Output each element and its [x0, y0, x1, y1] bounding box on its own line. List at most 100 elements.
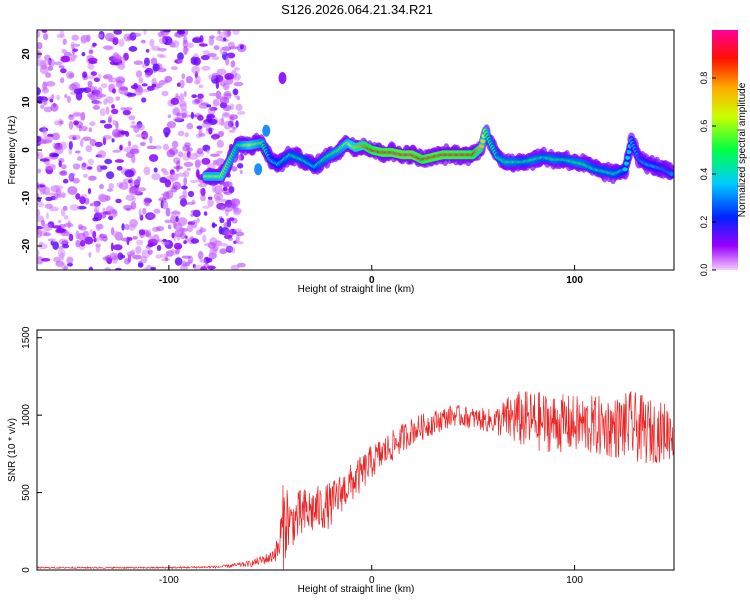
noise-speck: [124, 169, 135, 178]
noise-speck: [156, 225, 165, 232]
noise-speck: [222, 181, 233, 188]
noise-speck: [56, 33, 65, 39]
noise-speck: [181, 112, 187, 119]
noise-speck: [105, 96, 114, 104]
noise-speck: [227, 237, 234, 241]
noise-speck: [122, 109, 131, 116]
noise-speck: [45, 163, 55, 170]
noise-speck: [137, 262, 144, 268]
snr-x-tick-label: 100: [566, 575, 583, 586]
noise-speck: [107, 75, 113, 83]
noise-speck: [203, 263, 210, 269]
noise-speck: [37, 226, 44, 230]
noise-speck: [77, 224, 84, 230]
noise-speck: [201, 157, 211, 165]
noise-speck: [88, 48, 94, 55]
noise-speck: [212, 135, 217, 141]
noise-speck: [82, 230, 90, 238]
noise-speck: [184, 47, 190, 52]
noise-speck: [162, 238, 168, 243]
noise-speck: [177, 130, 185, 137]
noise-speck: [105, 106, 110, 115]
figure-title: S126.2026.064.21.34.R21: [281, 2, 433, 17]
noise-speck: [164, 179, 171, 188]
noise-speck: [75, 193, 81, 200]
noise-speck: [72, 54, 78, 58]
noise-speck: [232, 88, 239, 96]
noise-speck: [86, 75, 95, 79]
noise-speck: [80, 138, 84, 148]
noise-speck: [183, 240, 187, 245]
noise-speck: [38, 243, 48, 250]
noise-speck: [171, 140, 179, 148]
noise-speck: [96, 225, 101, 232]
noise-speck: [176, 172, 186, 177]
noise-speck: [130, 121, 136, 125]
noise-speck: [145, 71, 151, 78]
noise-speck: [161, 241, 170, 245]
noise-speck: [177, 59, 183, 63]
noise-speck: [223, 191, 233, 195]
noise-speck: [222, 186, 228, 192]
noise-speck: [190, 111, 194, 120]
noise-speck: [41, 30, 48, 33]
noise-speck: [128, 237, 133, 241]
noise-speck: [179, 195, 187, 200]
noise-speck: [223, 90, 232, 100]
noise-speck: [183, 177, 188, 186]
noise-speck: [138, 208, 142, 218]
noise-speck: [182, 260, 187, 268]
noise-speck: [93, 77, 100, 82]
noise-speck: [45, 81, 56, 87]
noise-speck: [71, 112, 82, 118]
noise-speck: [144, 69, 150, 73]
noise-speck: [70, 82, 81, 91]
noise-speck: [228, 217, 235, 221]
noise-speck: [105, 254, 112, 264]
noise-speck: [187, 190, 195, 198]
noise-speck: [104, 158, 113, 165]
noise-speck: [43, 135, 53, 143]
noise-speck: [198, 128, 203, 138]
colorbar: 0.0 0.2 0.4 0.6 0.8 Normalized spectral ampl…: [699, 30, 748, 276]
noise-speck: [139, 141, 146, 146]
noise-speck: [99, 108, 106, 117]
noise-speck: [207, 199, 214, 207]
colorbar-tick-label: 0.4: [699, 168, 709, 181]
noise-speck: [223, 229, 233, 236]
noise-speck: [119, 86, 129, 91]
noise-speck: [228, 114, 238, 120]
noise-speck: [203, 211, 208, 216]
noise-speck: [114, 267, 122, 270]
noise-speck: [59, 141, 67, 150]
noise-speck: [37, 168, 42, 174]
noise-speck: [73, 120, 79, 126]
noise-speck: [108, 183, 115, 190]
noise-speck: [105, 205, 115, 214]
noise-speck: [193, 56, 201, 66]
noise-speck: [68, 233, 74, 242]
noise-speck: [58, 238, 68, 245]
noise-speck: [100, 83, 108, 89]
noise-speck: [181, 228, 185, 234]
noise-speck: [224, 73, 235, 80]
noise-speck: [67, 186, 78, 195]
noise-speck: [150, 266, 156, 270]
noise-speck: [236, 262, 246, 268]
noise-speck: [116, 165, 123, 171]
noise-speck: [149, 135, 153, 144]
noise-speck: [37, 209, 41, 216]
noise-speck: [172, 220, 177, 229]
noise-speck: [186, 42, 194, 49]
noise-speck: [191, 94, 198, 99]
noise-speck: [121, 223, 125, 231]
noise-speck: [171, 209, 180, 219]
noise-speck: [140, 39, 146, 44]
noise-speck: [219, 217, 225, 224]
noise-speck: [233, 67, 240, 71]
noise-speck: [111, 138, 115, 143]
noise-speck: [60, 208, 66, 217]
noise-speck: [235, 231, 245, 237]
noise-speck: [80, 34, 89, 43]
